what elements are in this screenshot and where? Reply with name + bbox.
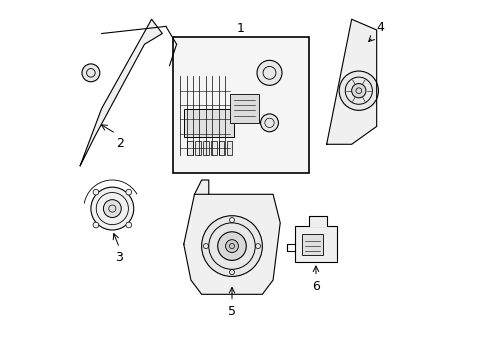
Polygon shape [194,180,208,194]
Circle shape [82,64,100,82]
Bar [226,141,232,155]
Circle shape [225,240,238,252]
Circle shape [125,222,131,228]
Circle shape [339,71,378,111]
Circle shape [260,114,278,132]
Polygon shape [308,216,326,226]
Bar [218,141,224,155]
Bar [210,141,216,155]
Bar [301,234,323,255]
Bar [183,109,233,137]
Bar [187,141,193,155]
Text: 6: 6 [311,280,319,293]
Circle shape [103,200,121,217]
Text: 2: 2 [116,137,123,150]
Bar [203,141,208,155]
Circle shape [201,216,262,276]
Circle shape [91,187,134,230]
Text: 1: 1 [237,22,244,35]
Circle shape [93,222,99,228]
Bar [195,141,201,155]
Polygon shape [326,19,376,144]
Circle shape [257,60,282,85]
Circle shape [351,84,365,98]
Text: 4: 4 [376,21,384,33]
Circle shape [217,232,246,260]
Circle shape [125,189,131,195]
Polygon shape [183,194,280,294]
Polygon shape [80,19,162,166]
Bar [294,226,337,262]
Bar [230,94,258,123]
Text: 5: 5 [227,305,236,318]
Text: 3: 3 [115,251,123,265]
Bar [173,37,308,173]
Circle shape [93,189,99,195]
